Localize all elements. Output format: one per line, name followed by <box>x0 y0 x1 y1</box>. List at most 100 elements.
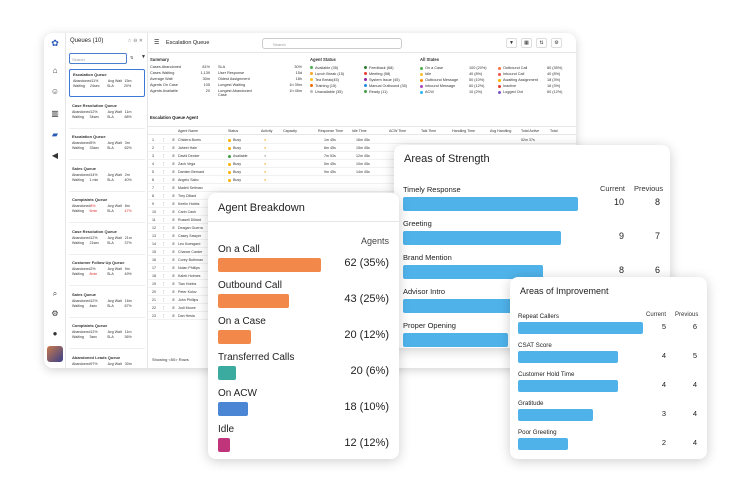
summary-cell: 105 <box>203 83 210 87</box>
column-header[interactable]: Response Time <box>318 129 343 133</box>
column-header[interactable]: Activity <box>261 129 273 133</box>
info-icon[interactable]: ● <box>52 329 58 338</box>
queue-card[interactable]: Complaints Queue Abandoned 8% Avg Wait 8m Wai… <box>69 195 145 223</box>
queue-card-stat: 33sec <box>89 146 100 150</box>
row-menu-icon[interactable]: ⋮ <box>162 298 166 302</box>
all-states-item[interactable]: Awaiting Assignment 18 (3%) <box>498 78 576 82</box>
menu-icon[interactable]: ☰ <box>154 40 160 46</box>
row-menu-icon[interactable]: ⋮ <box>162 138 166 142</box>
agent-status: Busy <box>233 162 241 166</box>
all-states-item[interactable]: On a Case 100 (20%) <box>420 66 498 70</box>
all-states-item[interactable]: Inactive 16 (3%) <box>498 84 576 88</box>
row-menu-icon[interactable]: ⋮ <box>162 234 166 238</box>
row-menu-icon[interactable]: ⋮ <box>162 210 166 214</box>
row-menu-icon[interactable]: ⋮ <box>162 266 166 270</box>
row-menu-icon[interactable]: ⋮ <box>162 274 166 278</box>
row-menu-icon[interactable]: ⋮ <box>162 202 166 206</box>
agent-phone-icon: ✆ <box>172 226 176 230</box>
queue-search-input[interactable]: Search <box>69 53 127 64</box>
agent-status-item[interactable]: Manual Outbound (35) <box>364 84 418 88</box>
row-menu-icon[interactable]: ⋮ <box>162 250 166 254</box>
all-states-item[interactable]: Inbound Message 60 (12%) <box>420 84 498 88</box>
reports-icon[interactable]: ▥ <box>51 109 59 118</box>
column-header[interactable]: Agent Name <box>178 129 198 133</box>
all-states-item[interactable]: ACW 10 (2%) <box>420 90 498 94</box>
column-header[interactable]: Capacity <box>283 129 297 133</box>
queue-card[interactable]: Complaints Queue Abandoned 12% Avg Wait 11m W… <box>69 321 145 349</box>
queue-card-stat: 40% <box>124 177 132 182</box>
column-header[interactable]: Status <box>228 129 239 133</box>
table-row[interactable]: 6 ⋮ ✆ Angelo Sabo Busy ● <box>148 176 576 184</box>
all-states-item[interactable]: Inbound Call 40 (8%) <box>498 72 576 76</box>
column-header[interactable]: ACW Time <box>389 129 407 133</box>
all-states-item[interactable]: Outbound Call 80 (35%) <box>498 66 576 70</box>
sort-button[interactable]: ⇅ <box>536 38 547 48</box>
queue-card[interactable]: Sales Queue Abandoned 14% Avg Wait 2m Waiting… <box>69 164 145 192</box>
row-menu-icon[interactable]: ⋮ <box>162 306 166 310</box>
queue-card[interactable]: Sales Queue Abandoned 12% Avg Wait 16m Waitin… <box>69 290 145 318</box>
home-icon[interactable]: ⌂ <box>52 66 58 75</box>
column-header[interactable]: Total Active <box>521 129 540 133</box>
settings-button[interactable]: ⚙ <box>551 38 562 48</box>
row-menu-icon[interactable]: ⋮ <box>162 242 166 246</box>
row-menu-icon[interactable]: ⋮ <box>162 226 166 230</box>
row-menu-icon[interactable]: ⋮ <box>162 170 166 174</box>
queue-card-stats: Abandoned 97% Avg Wait 30m <box>72 362 142 366</box>
all-states-item[interactable]: Idle 40 (8%) <box>420 72 498 76</box>
agent-status-item[interactable]: Lunch Break (15) <box>310 72 364 76</box>
global-search-input[interactable]: Search <box>262 38 402 49</box>
agent-status-label: Training (15) <box>315 84 337 88</box>
table-row[interactable]: 7 ⋮ ✆ Madeli Sellman <box>148 184 576 192</box>
queue-card[interactable]: Case Resolution Queue Abandoned 12% Avg Wai… <box>69 227 145 255</box>
agent-status-item[interactable]: System Issue (45) <box>364 78 418 82</box>
rows-shown-label[interactable]: Showing <50> Rows <box>152 357 189 362</box>
all-states-item[interactable]: Outbound Message 50 (10%) <box>420 78 498 82</box>
column-header[interactable]: Handling Time <box>452 129 475 133</box>
agent-status-item[interactable]: Training (15) <box>310 84 364 88</box>
broadcast-icon[interactable]: ◀ <box>51 151 59 160</box>
search-icon[interactable]: ⌕ <box>52 289 58 298</box>
layout-button[interactable]: ▦ <box>521 38 532 48</box>
row-menu-icon[interactable]: ⋮ <box>162 314 166 318</box>
all-states-item[interactable]: Logged Out 60 (12%) <box>498 90 576 94</box>
gear-icon[interactable]: ⚙ <box>51 309 59 318</box>
row-menu-icon[interactable]: ⋮ <box>162 218 166 222</box>
queue-card-stats: Abandoned 11% Avg Wait 15m <box>73 79 141 83</box>
queue-card-stats: Waiting 1 min SLA 40% <box>72 178 142 182</box>
agent-status-item[interactable]: Tea Break(45) <box>310 78 364 82</box>
summary-cell: 15d <box>295 71 302 75</box>
column-header[interactable]: Avg Handling <box>490 129 512 133</box>
table-row[interactable]: 1 ⋮ ✆ Chidera Burris Busy ● 1m 45s 16m 45s 52m 3… <box>148 136 576 144</box>
agent-status-item[interactable]: Unavailable (35) <box>310 90 364 94</box>
sort-icon[interactable]: ⇅ <box>130 55 134 60</box>
agent-status-item[interactable]: Available (35) <box>310 66 364 70</box>
agent-status-item[interactable]: Meeting (58) <box>364 72 418 76</box>
row-menu-icon[interactable]: ⋮ <box>162 290 166 294</box>
queue-card[interactable]: Customer Follow Up Queue Abandoned 2% Avg W… <box>69 258 145 286</box>
row-menu-icon[interactable]: ⋮ <box>162 162 166 166</box>
row-menu-icon[interactable]: ⋮ <box>162 258 166 262</box>
queue-card-stat: 5% <box>90 141 96 145</box>
column-header[interactable]: Total <box>550 129 558 133</box>
queues-icon[interactable]: ▰ <box>51 130 59 139</box>
row-menu-icon[interactable]: ⋮ <box>162 282 166 286</box>
queue-card[interactable]: Case Resolution Queue Abandoned 12% Avg Wai… <box>69 101 145 129</box>
queue-card[interactable]: Abandoned Leads Queue Abandoned 97% Avg Wai… <box>69 353 145 369</box>
column-header[interactable]: Idle Time <box>352 129 367 133</box>
row-menu-icon[interactable]: ⋮ <box>162 194 166 198</box>
queue-card[interactable]: Escalation Queue Abandoned 5% Avg Wait 3m Wai… <box>69 132 145 160</box>
filter-button[interactable]: ▼ <box>506 38 517 48</box>
queue-card[interactable]: Escalation Queue Abandoned 11% Avg Wait 15m W… <box>69 69 145 97</box>
agent-status-label: Meeting (58) <box>369 72 391 76</box>
row-menu-icon[interactable]: ⋮ <box>162 186 166 190</box>
row-menu-icon[interactable]: ⋮ <box>162 178 166 182</box>
filter-icon[interactable]: ▼ <box>141 54 146 60</box>
agent-status-item[interactable]: Feedback (68) <box>364 66 418 70</box>
row-menu-icon[interactable]: ⋮ <box>162 154 166 158</box>
agent-icon[interactable]: ☺ <box>50 87 60 96</box>
row-menu-icon[interactable]: ⋮ <box>162 146 166 150</box>
queue-tools[interactable]: ☆ ⊖ ✕ <box>127 38 143 44</box>
column-header[interactable]: Talk Time <box>421 129 437 133</box>
agent-status-item[interactable]: Ready (11) <box>364 90 418 94</box>
avatar[interactable] <box>47 346 63 362</box>
